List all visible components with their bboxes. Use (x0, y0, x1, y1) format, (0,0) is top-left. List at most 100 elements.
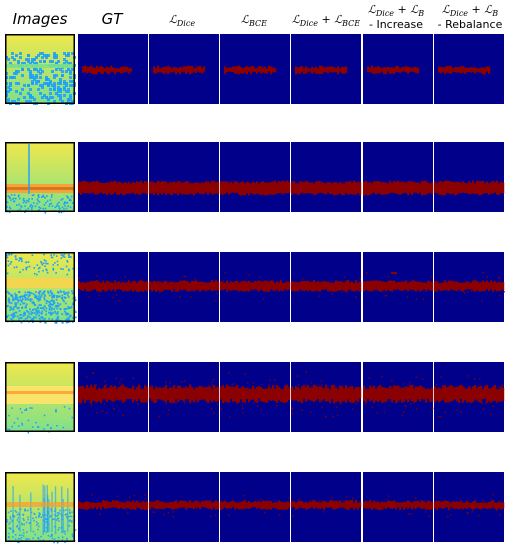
segmentation-band (220, 384, 291, 404)
segmentation-band (434, 500, 505, 510)
segmentation-band (149, 280, 220, 292)
pred-bce-row-2 (220, 142, 291, 212)
header-dice-bce: ℒDice + ℒBCE (291, 13, 361, 29)
image-texture (5, 252, 77, 324)
header-bce: ℒBCE (241, 13, 267, 29)
input-image-row-1 (5, 34, 76, 105)
pred-dice-b-rebalance-row-3 (434, 252, 505, 322)
mask-speckles (379, 495, 430, 518)
mask-speckles (363, 375, 434, 417)
segmentation-band (220, 500, 291, 510)
segmentation-band (363, 384, 434, 404)
pred-bce-row-5 (220, 472, 291, 542)
segmentation-band (434, 280, 505, 292)
header-dice-b-increase: ℒDice + ℒB - Increase (367, 3, 425, 31)
pred-dice-b-rebalance-row-2 (434, 142, 505, 212)
pred-dice-b-rebalance-row-4 (434, 362, 505, 432)
image-border (5, 142, 75, 212)
mask-speckles (365, 272, 433, 301)
mask-speckles (152, 503, 217, 518)
mask-speckles (158, 378, 219, 418)
segmentation-band (149, 384, 220, 404)
segmentation-band (224, 65, 277, 75)
pred-dice-b-rebalance-row-1 (434, 34, 504, 104)
mask-background (78, 142, 148, 212)
pred-dice-row-3 (149, 252, 220, 322)
gt-mask-row-4 (78, 362, 149, 432)
pred-dice-b-increase-row-3 (363, 252, 434, 322)
segmentation-band (291, 280, 362, 292)
mask-background (434, 142, 504, 212)
segmentation-band (295, 65, 348, 75)
mask-speckles (291, 371, 358, 418)
segmentation-band (291, 180, 362, 196)
header-gt: GT (101, 10, 123, 28)
image-texture (5, 484, 77, 544)
header-images: Images (12, 10, 68, 28)
segmentation-band (434, 384, 505, 404)
mask-speckles (78, 275, 126, 302)
image-texture (5, 144, 75, 214)
pred-dice-b-increase-row-2 (363, 142, 434, 212)
input-image-row-5 (5, 472, 77, 544)
mask-speckles (79, 372, 139, 416)
gt-mask-row-3 (78, 252, 149, 322)
mask-speckles (91, 493, 147, 515)
pred-dice-b-rebalance-row-5 (434, 472, 505, 542)
segmentation-band (149, 180, 220, 196)
pred-dice-row-2 (149, 142, 220, 212)
mask-speckles (454, 271, 505, 302)
pred-dice-bce-row-1 (291, 34, 361, 104)
segmentation-band (434, 180, 505, 196)
mask-background (291, 142, 361, 212)
segmentation-band (363, 180, 434, 196)
input-image-row-3 (5, 252, 77, 324)
pred-dice-b-increase-row-4 (363, 362, 434, 432)
image-border (5, 362, 75, 432)
mask-speckles (227, 495, 290, 516)
mask-speckles (292, 496, 354, 517)
pred-dice-row-1 (149, 34, 219, 104)
pred-bce-row-3 (220, 252, 291, 322)
mask-speckles (220, 372, 285, 418)
image-border (5, 34, 75, 104)
mask-speckles (222, 271, 272, 300)
segmentation-band (367, 65, 420, 75)
pred-dice-b-increase-row-1 (363, 34, 433, 104)
false-positive-blob (391, 272, 397, 274)
mask-background (220, 142, 290, 212)
image-border (5, 252, 75, 322)
segmentation-band (291, 384, 362, 404)
segmentation-band (149, 500, 220, 510)
pred-dice-bce-row-3 (291, 252, 362, 322)
header-dice-b-rebalance: ℒDice + ℒB - Rebalance (437, 3, 503, 31)
segmentation-band (291, 500, 362, 510)
pred-dice-row-4 (149, 362, 220, 432)
mask-speckles (447, 493, 501, 518)
pred-dice-b-increase-row-5 (363, 472, 434, 542)
segmentation-band (363, 280, 434, 292)
gt-mask-row-1 (78, 34, 148, 104)
mask-speckles (159, 275, 218, 302)
input-image-row-2 (5, 142, 75, 214)
mask-background (149, 142, 219, 212)
header-dice: ℒDice (168, 13, 196, 29)
segmentation-band (82, 65, 133, 75)
pred-dice-bce-row-4 (291, 362, 362, 432)
mask-background (363, 142, 433, 212)
pred-bce-row-4 (220, 362, 291, 432)
pred-dice-bce-row-5 (291, 472, 362, 542)
pred-dice-bce-row-2 (291, 142, 362, 212)
segmentation-band (363, 500, 434, 510)
gt-mask-row-5 (78, 472, 149, 542)
segmentation-band (78, 280, 149, 292)
segmentation-band (220, 280, 291, 292)
gt-mask-row-2 (78, 142, 149, 212)
input-image-row-4 (5, 362, 75, 434)
image-base (5, 142, 75, 212)
segmentation-band (438, 65, 491, 75)
mask-speckles (301, 276, 361, 298)
pred-dice-row-5 (149, 472, 220, 542)
segmentation-band (78, 500, 149, 510)
mask-speckles (435, 375, 504, 418)
